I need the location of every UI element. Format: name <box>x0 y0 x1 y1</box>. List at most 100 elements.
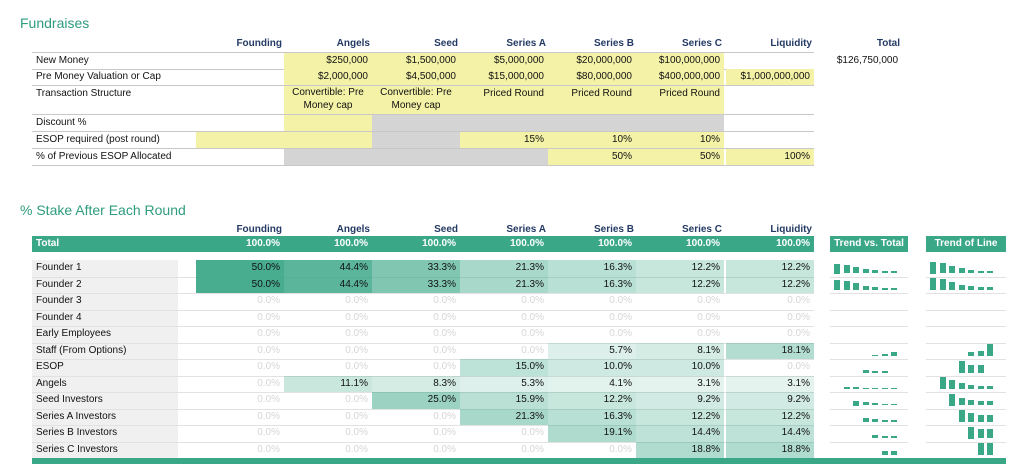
fund-cell <box>372 149 460 165</box>
stake-row-divider <box>32 441 814 443</box>
stake-bottom-bar <box>32 458 1006 464</box>
fund-cell: Priced Round <box>460 86 548 114</box>
trend-line-divider <box>926 392 1006 393</box>
trend-divider <box>830 441 908 443</box>
stake-cell: 12.2% <box>548 392 636 409</box>
fund-cell: Priced Round <box>548 86 636 114</box>
trend-divider <box>830 276 908 278</box>
stake-cell: 0.0% <box>521 328 544 339</box>
trend-total-bar <box>891 271 897 274</box>
trend-line-bar <box>977 443 984 455</box>
fundraises-title: Fundraises <box>20 15 90 31</box>
trend-total-bar <box>872 434 878 439</box>
trend-total-bar <box>881 287 888 290</box>
stake-cell: 14.4% <box>636 425 724 442</box>
trend-line-bar <box>977 270 984 274</box>
fund-cell: 50% <box>636 149 724 165</box>
trend-line-bar <box>987 415 993 422</box>
trend-total-bar <box>843 264 850 274</box>
trend-line-divider <box>926 293 1006 294</box>
fund-cell: $126,750,000 <box>836 55 898 66</box>
stake-col-header: Seed <box>434 224 458 235</box>
trend-divider <box>830 293 908 294</box>
stake-cell: 0.0% <box>257 361 280 372</box>
trend-total-bar <box>881 419 888 422</box>
stake-cell: 0.0% <box>609 311 632 323</box>
trend-line-bar <box>977 364 984 373</box>
stake-cell: 0.0% <box>257 295 280 306</box>
fund-cell: 10% <box>636 132 724 148</box>
stake-title: % Stake After Each Round <box>20 202 186 218</box>
trend-line-bar <box>987 401 993 406</box>
fund-cell <box>726 115 814 131</box>
trend-total-bar <box>862 402 869 406</box>
trend-total-bar <box>872 354 878 356</box>
fund-cell <box>460 115 548 131</box>
stake-cell: 0.0% <box>787 295 810 306</box>
trend-line-bar <box>968 384 974 389</box>
stake-cell: 0.0% <box>521 295 544 306</box>
fund-col-header: Founding <box>236 38 282 49</box>
stake-row-label: Founder 3 <box>36 295 82 306</box>
fund-cell: $15,000,000 <box>460 69 548 85</box>
stake-cell: 0.0% <box>345 361 368 372</box>
fund-top-divider <box>32 52 814 53</box>
stake-cell: 0.0% <box>345 344 368 356</box>
trend-divider <box>830 359 908 360</box>
trend-total-bar <box>834 263 840 274</box>
trend-line-bar <box>977 401 984 406</box>
fund-cell: 100% <box>726 149 814 165</box>
stake-cell: 12.2% <box>636 260 724 277</box>
trend-total-bar <box>881 387 888 389</box>
stake-cell: 0.0% <box>433 427 456 438</box>
fund-cell <box>284 149 372 165</box>
trend-line-bar <box>987 429 993 439</box>
stake-cell: 25.0% <box>372 392 460 409</box>
trend-line-divider <box>926 359 1006 360</box>
trend-total-bar <box>834 280 840 290</box>
stake-cell: 12.2% <box>726 408 814 425</box>
fund-col-header: Series A <box>506 38 546 49</box>
stake-cell: 0.0% <box>257 410 280 422</box>
stake-cell: 44.4% <box>284 260 372 277</box>
fund-cell <box>460 149 548 165</box>
stake-cell: 16.3% <box>548 276 636 293</box>
trend-line-bar <box>958 284 965 290</box>
stake-cell: 15.0% <box>460 359 548 376</box>
stake-cell: 0.0% <box>787 328 810 339</box>
stake-row-label: Founder 1 <box>36 262 82 273</box>
stake-cell: 0.0% <box>257 377 280 389</box>
trend-divider <box>830 392 908 393</box>
trend-line-divider <box>926 309 1006 311</box>
stake-total-cell: 100.0% <box>686 238 720 249</box>
stake-cell: 10.0% <box>548 359 636 376</box>
stake-cell: 0.0% <box>609 328 632 339</box>
stake-cell: 12.2% <box>726 260 814 277</box>
trend-total-bar <box>872 370 878 373</box>
stake-cell: 16.3% <box>548 260 636 277</box>
stake-cell: 0.0% <box>257 427 280 438</box>
trend-line-bar <box>958 410 965 422</box>
stake-cell: 0.0% <box>433 311 456 323</box>
stake-cell: 0.0% <box>787 311 810 323</box>
stake-cell: 12.2% <box>726 276 814 293</box>
fund-cell <box>814 86 902 114</box>
trend-total-bar <box>872 270 878 274</box>
stake-row-divider <box>32 425 814 426</box>
stake-cell: 0.0% <box>521 427 544 438</box>
fund-col-header: Seed <box>434 38 458 49</box>
stake-total-cell: 100.0% <box>246 238 280 249</box>
trend-line-bar <box>968 286 974 290</box>
trend-line-header: Trend of Line <box>934 238 998 249</box>
stake-cell: 0.0% <box>257 394 280 405</box>
trend-total-bar <box>862 369 869 373</box>
stake-row-label: Staff (From Options) <box>36 344 127 356</box>
stake-cell: 0.0% <box>257 443 280 455</box>
trend-total-bar <box>881 403 888 406</box>
trend-line-bar <box>968 412 974 422</box>
fund-cell <box>548 115 636 131</box>
fund-cell <box>284 115 372 131</box>
stake-cell: 0.0% <box>433 344 456 356</box>
fund-cell: $400,000,000 <box>636 69 724 85</box>
stake-row-label: Founder 4 <box>36 311 82 323</box>
